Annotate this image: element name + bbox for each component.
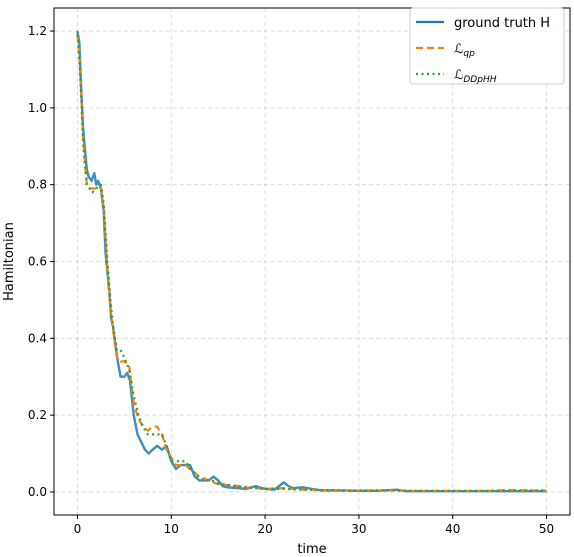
x-tick-label: 10	[164, 522, 179, 536]
y-tick-label: 0.8	[28, 178, 47, 192]
legend-box	[409, 7, 565, 85]
x-tick-label: 20	[257, 522, 272, 536]
y-tick-label: 0.2	[28, 408, 47, 422]
legend: ground truth H ℒqp ℒDDpHH	[409, 7, 565, 85]
x-axis-ticks: 0 10 20 30 40 50	[74, 515, 554, 536]
grid-lines	[54, 8, 570, 515]
y-tick-label: 1.0	[28, 101, 47, 115]
series-line-2	[76, 34, 547, 492]
legend-label-1: ground truth H	[454, 16, 550, 31]
x-tick-label: 0	[74, 522, 82, 536]
y-axis-label: Hamiltonian	[2, 222, 17, 301]
legend-label-2: ℒqp	[454, 42, 475, 59]
series-line-3	[76, 34, 547, 492]
y-tick-label: 0.4	[28, 331, 47, 345]
y-tick-label: 0.0	[28, 485, 47, 499]
series-layer	[76, 30, 547, 493]
x-axis-label: time	[297, 542, 326, 557]
x-tick-label: 50	[539, 522, 554, 536]
x-tick-label: 30	[351, 522, 366, 536]
y-tick-label: 1.2	[28, 24, 47, 38]
x-tick-label: 40	[445, 522, 460, 536]
legend-label-3: ℒDDpHH	[454, 68, 497, 85]
y-tick-label: 0.6	[28, 255, 47, 269]
y-axis-ticks: 0.0 0.2 0.4 0.6 0.8 1.0 1.2	[28, 24, 54, 499]
